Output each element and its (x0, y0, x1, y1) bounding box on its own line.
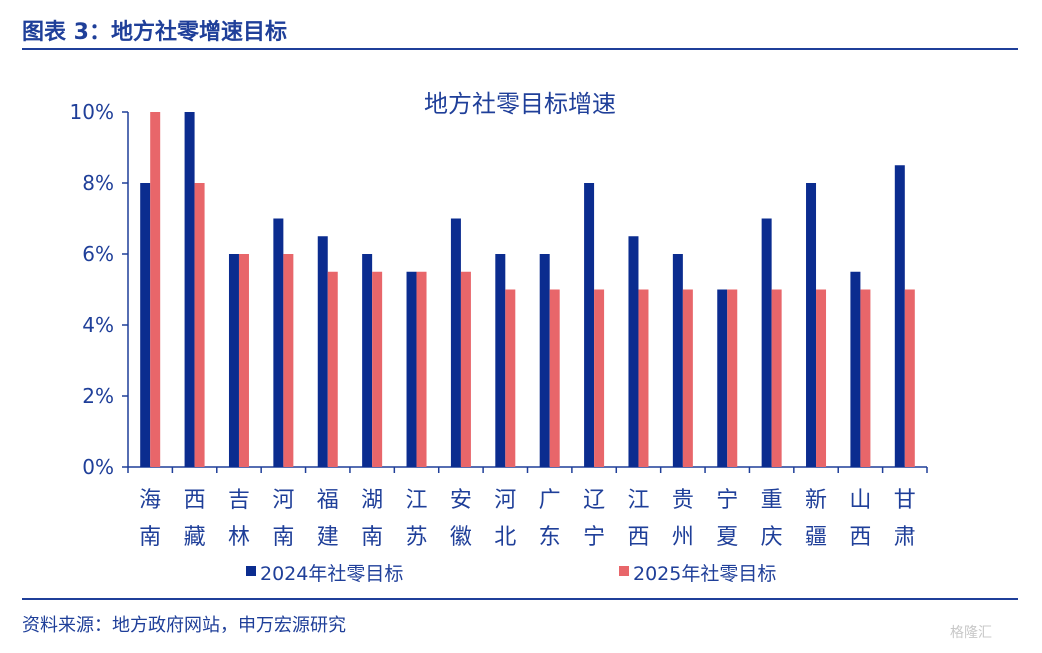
bar-2025 (549, 289, 560, 467)
bar-2025 (460, 271, 471, 467)
x-tick-label-line2: 西 (849, 525, 871, 550)
bar-2025 (727, 289, 738, 467)
x-tick-label-line1: 广 (539, 488, 561, 513)
x-tick-label-line1: 山 (849, 488, 871, 513)
bar-2024 (806, 183, 817, 467)
bar-2025 (416, 271, 427, 467)
bar-2024 (672, 254, 683, 467)
legend-label-2025: 2025年社零目标 (633, 563, 776, 585)
chart-title: 地方社零目标增速 (424, 90, 616, 118)
x-tick-label-line1: 辽 (583, 488, 605, 513)
bar-2024 (362, 254, 373, 467)
bar-2024 (761, 218, 772, 467)
x-tick-label-line2: 州 (672, 525, 694, 550)
y-tick-label: 10% (70, 100, 114, 124)
bar-2024 (717, 289, 728, 467)
x-tick-label-line2: 南 (272, 525, 294, 550)
x-tick-label-line1: 安 (450, 488, 472, 513)
x-tick-label-line2: 疆 (805, 525, 827, 550)
figure-title: 图表 3：地方社零增速目标 (22, 20, 287, 45)
bar-2024 (894, 165, 905, 467)
watermark-logo: 格隆汇 (950, 625, 992, 641)
x-tick-label-line1: 重 (761, 488, 783, 513)
bar-2025 (904, 289, 915, 467)
y-tick-label: 2% (82, 384, 114, 408)
x-tick-label-line2: 东 (539, 525, 561, 550)
bar-2025 (860, 289, 871, 467)
x-tick-label-line2: 南 (361, 525, 383, 550)
x-tick-label-line1: 新 (805, 488, 827, 513)
legend-swatch-2025 (619, 566, 629, 576)
bar-2025 (505, 289, 516, 467)
bar-2024 (850, 271, 861, 467)
x-tick-label-line1: 海 (139, 488, 161, 513)
bottom-rule (22, 598, 1018, 600)
bar-2025 (372, 271, 383, 467)
bar-2024 (539, 254, 550, 467)
bar-2024 (317, 236, 328, 467)
source-note: 资料来源：地方政府网站，申万宏源研究 (22, 615, 346, 636)
x-tick-label-line2: 肃 (894, 525, 916, 550)
bar-2025 (150, 112, 161, 467)
x-tick-label-line1: 福 (317, 488, 339, 513)
bar-2024 (584, 183, 595, 467)
x-tick-label-line1: 宁 (716, 488, 738, 513)
bar-2024 (140, 183, 151, 467)
top-rule (22, 48, 1018, 50)
x-tick-label-line2: 苏 (406, 525, 428, 550)
x-tick-label-line2: 庆 (761, 525, 783, 550)
bar-2024 (273, 218, 284, 467)
bar-2025 (283, 254, 294, 467)
x-tick-label-line2: 建 (317, 525, 339, 550)
bar-2024 (184, 112, 195, 467)
x-tick-label-line2: 宁 (583, 525, 605, 550)
x-tick-label-line2: 藏 (184, 525, 206, 550)
x-tick-label-line1: 河 (272, 488, 294, 513)
legend-swatch-2024 (246, 566, 256, 576)
bar-2025 (194, 183, 205, 467)
bar-2024 (406, 271, 417, 467)
x-tick-label-line2: 北 (494, 525, 516, 550)
bar-2025 (238, 254, 249, 467)
x-tick-label-line1: 河 (494, 488, 516, 513)
y-tick-label: 8% (82, 171, 114, 195)
y-tick-label: 0% (82, 455, 114, 479)
bar-2025 (816, 289, 827, 467)
y-tick-label: 4% (82, 313, 114, 337)
x-tick-label-line1: 湖 (361, 488, 383, 513)
x-tick-label-line2: 林 (228, 525, 250, 550)
bar-2024 (450, 218, 461, 467)
x-tick-label-line1: 西 (184, 488, 206, 513)
bar-chart: 地方社零目标增速0%2%4%6%8%10%海南西藏吉林河南福建湖南江苏安徽河北广… (70, 90, 928, 585)
bar-2025 (638, 289, 649, 467)
x-tick-label-line2: 西 (627, 525, 649, 550)
bar-2024 (628, 236, 639, 467)
x-tick-label-line2: 南 (139, 525, 161, 550)
x-tick-label-line1: 贵 (672, 488, 694, 513)
x-tick-label-line1: 江 (406, 488, 428, 513)
bar-2024 (495, 254, 506, 467)
x-tick-label-line1: 吉 (228, 488, 250, 513)
x-tick-label-line1: 甘 (894, 488, 916, 513)
y-tick-label: 6% (82, 242, 114, 266)
bar-2025 (771, 289, 782, 467)
bar-2025 (327, 271, 338, 467)
legend-label-2024: 2024年社零目标 (260, 563, 403, 585)
bar-2025 (594, 289, 605, 467)
bar-2024 (228, 254, 239, 467)
bar-2025 (682, 289, 693, 467)
x-tick-label-line2: 徽 (450, 525, 472, 550)
x-tick-label-line2: 夏 (716, 525, 738, 550)
x-tick-label-line1: 江 (627, 488, 649, 513)
